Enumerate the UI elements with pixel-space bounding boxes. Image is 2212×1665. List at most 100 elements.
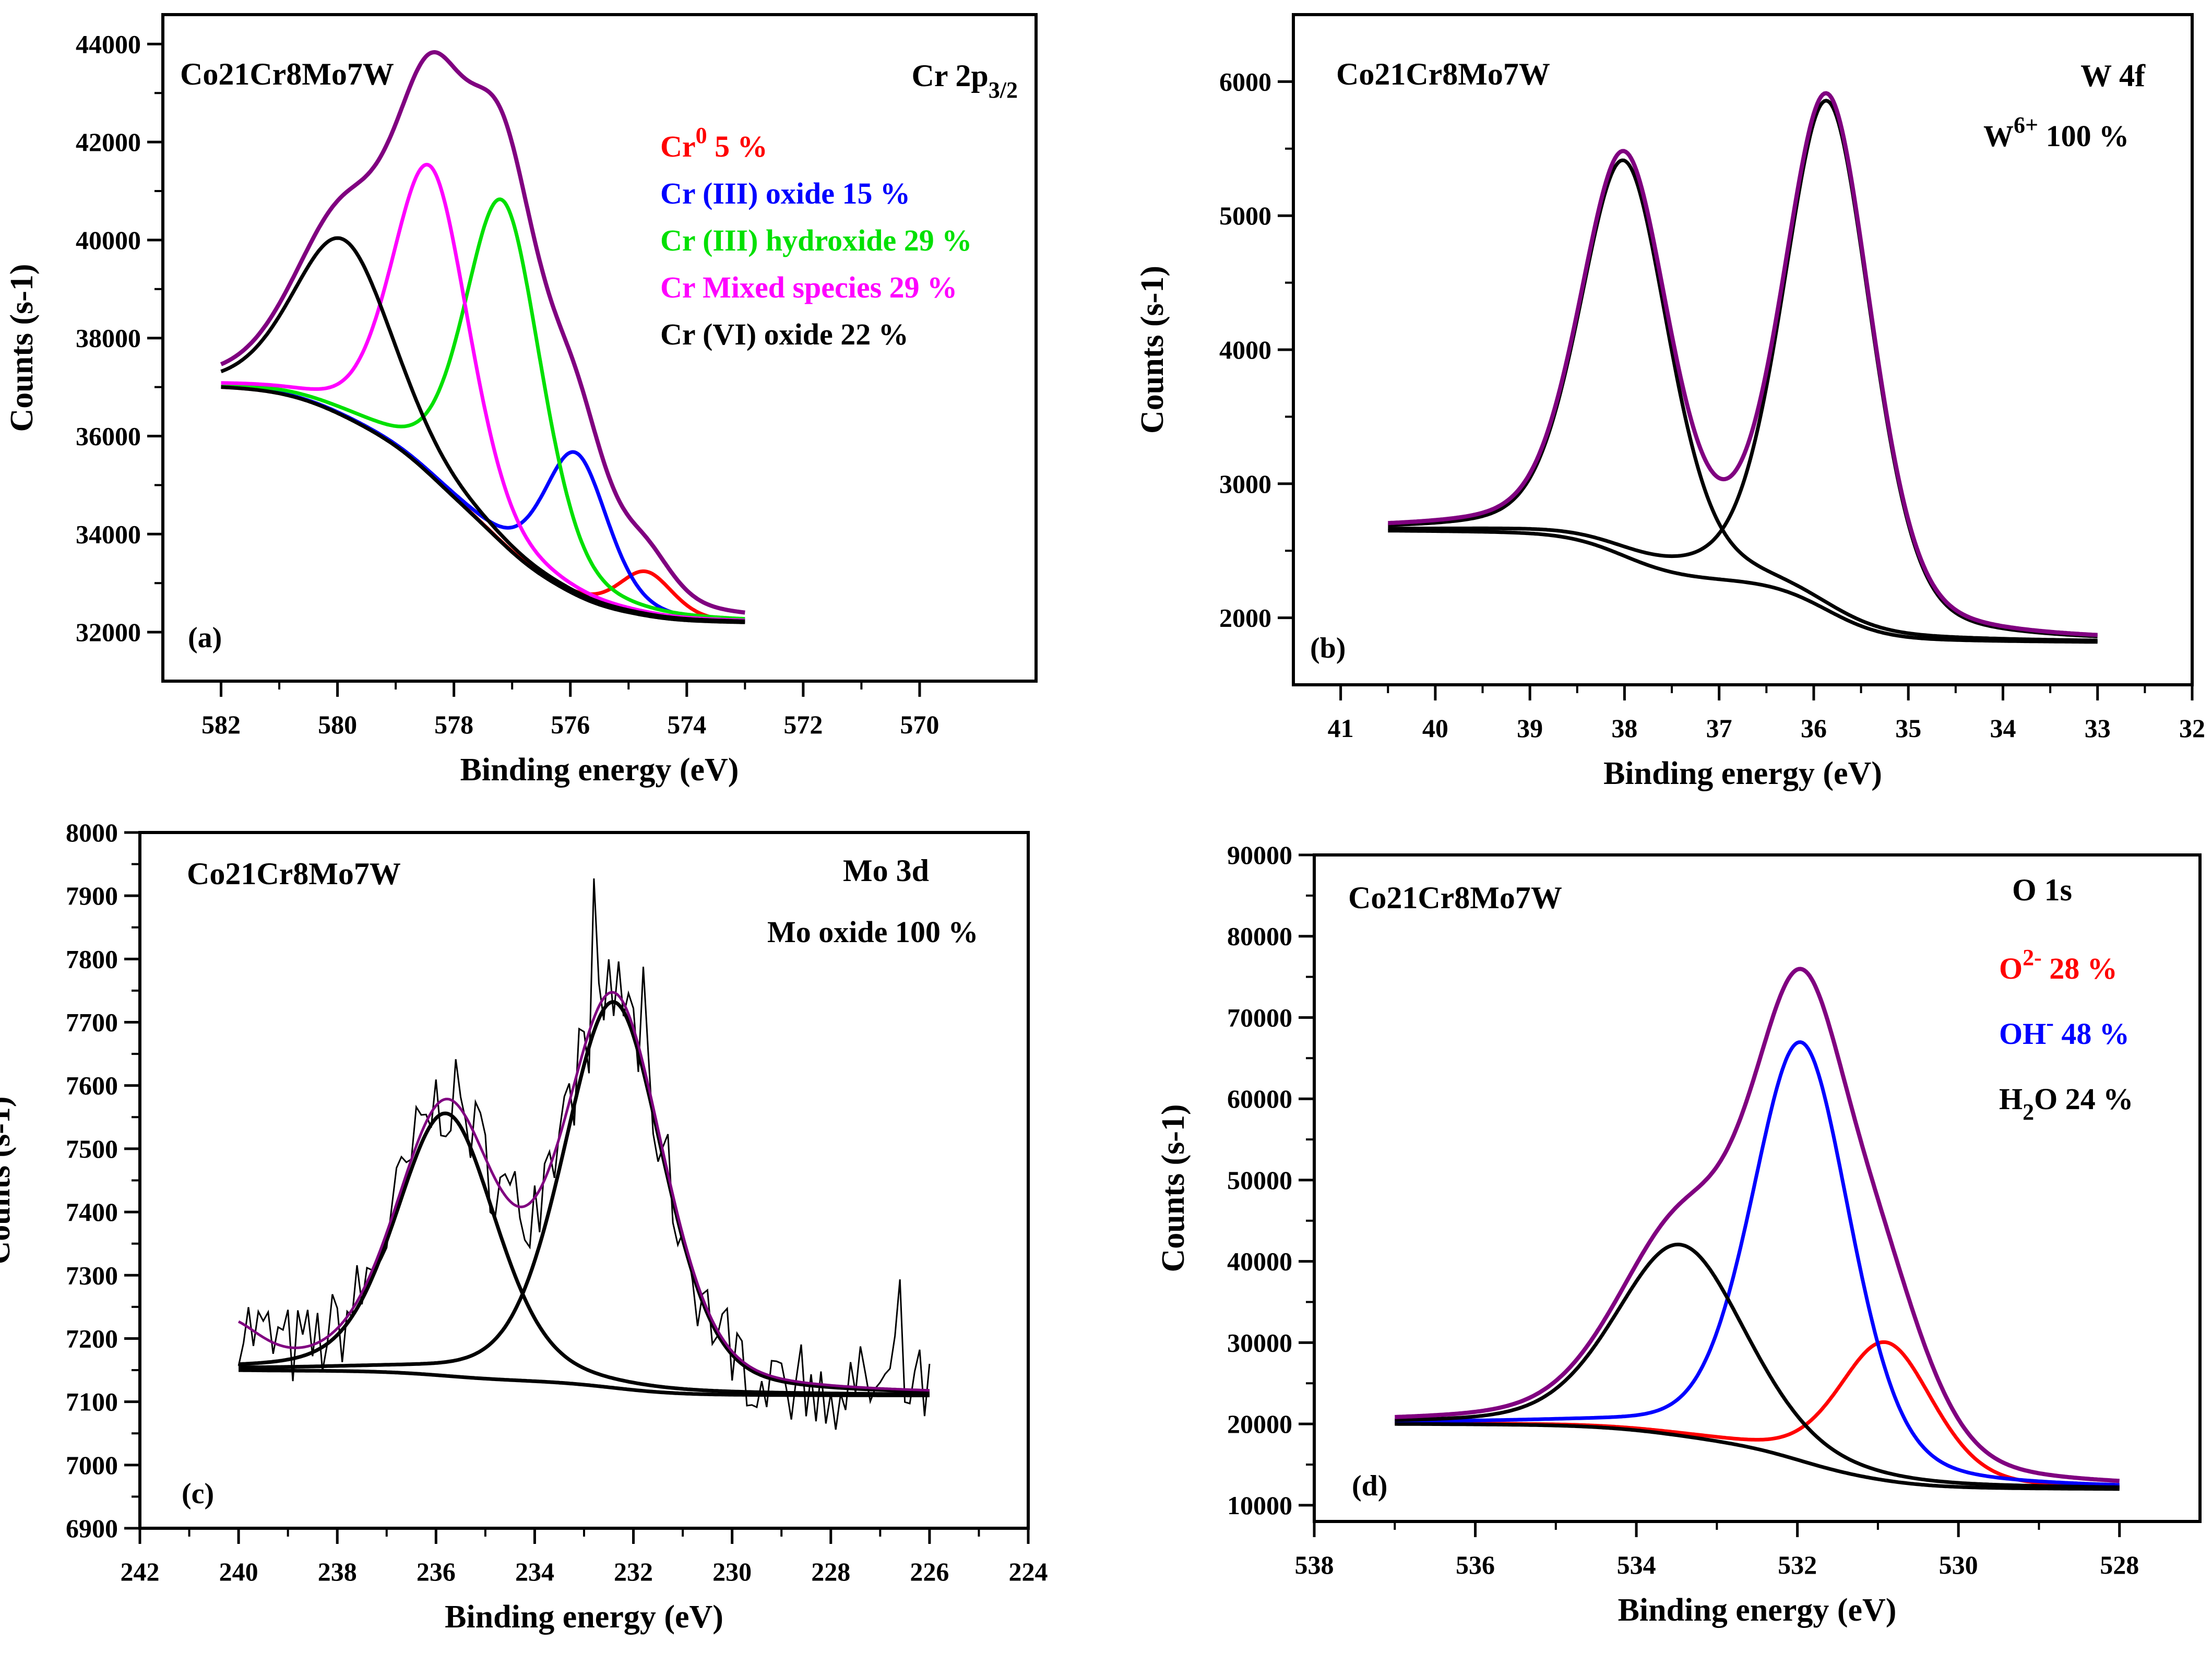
panel-label: (b) — [1310, 632, 1346, 664]
legend-prefix: OH — [1999, 1017, 2046, 1051]
legend-entry: Cr (III) hydroxide 29 % — [660, 223, 972, 257]
y-tick-label: 7400 — [66, 1197, 118, 1227]
x-axis-label: Binding energy (eV) — [460, 752, 739, 788]
x-tick-label: 240 — [219, 1557, 258, 1586]
y-tick-label: 90000 — [1227, 840, 1292, 870]
y-tick-label: 40000 — [1227, 1247, 1292, 1276]
x-tick-label: 226 — [910, 1557, 949, 1586]
y-tick-label: 7300 — [66, 1260, 118, 1290]
panel-label: (a) — [188, 622, 222, 654]
x-tick-label: 37 — [1706, 713, 1732, 743]
x-tick-label: 40 — [1422, 713, 1448, 743]
legend-entry: W6+ 100 % — [1983, 112, 2129, 153]
x-tick-label: 532 — [1778, 1550, 1817, 1579]
legend-superscript: 6+ — [2014, 112, 2038, 138]
x-tick-label: 232 — [614, 1557, 653, 1586]
legend-rest: 28 % — [2042, 952, 2118, 985]
legend-entry: Cr (III) oxide 15 % — [660, 176, 910, 210]
y-tick-label: 7000 — [66, 1450, 118, 1480]
legend-subscript: 2 — [2023, 1099, 2034, 1125]
x-tick-label: 32 — [2179, 713, 2205, 743]
legend-entry: H2O 24 % — [1999, 1082, 2133, 1125]
envelope-line — [237, 991, 930, 1392]
y-tick-label: 7100 — [66, 1387, 118, 1417]
x-tick-label: 224 — [1009, 1557, 1048, 1586]
panel-label: (c) — [182, 1478, 214, 1510]
component-peak-line — [1388, 158, 2098, 643]
x-tick-label: 576 — [551, 710, 590, 739]
component-peak-line — [1395, 1242, 2120, 1489]
x-tick-label: 230 — [712, 1557, 752, 1586]
y-tick-label: 38000 — [76, 324, 141, 353]
component-peak-line — [1395, 1040, 2120, 1487]
background-line — [238, 1368, 930, 1397]
y-tick-label: 50000 — [1227, 1166, 1292, 1195]
spectrum-title: Mo 3d — [843, 853, 929, 888]
y-axis-label: Counts (s-1) — [1156, 1104, 1191, 1272]
x-tick-label: 534 — [1617, 1550, 1656, 1579]
envelope-line — [1388, 91, 2098, 637]
sample-label: Co21Cr8Mo7W — [187, 857, 401, 891]
legend-prefix: Cr — [660, 129, 696, 163]
y-tick-label: 40000 — [76, 225, 141, 255]
y-tick-label: 7900 — [66, 881, 118, 910]
spectrum-title: Cr 2p3/2 — [912, 58, 1018, 103]
x-tick-label: 35 — [1895, 713, 1921, 743]
legend-entry: OH- 48 % — [1999, 1010, 2130, 1051]
chart-panel-4: 538 536 534 532 530 528 10000 20000 30000 40000 50… — [1156, 840, 2202, 1628]
spectrum-title-main: Cr 2p — [912, 58, 989, 93]
legend-prefix: Cr Mixed species 29 % — [660, 270, 957, 304]
y-tick-label: 30000 — [1227, 1328, 1292, 1357]
legend-prefix: Mo oxide 100 % — [767, 915, 978, 949]
y-tick-label: 8000 — [66, 818, 118, 847]
chart-panel-1: 582 580 578 576 574 572 570 32000 34000 36000 3800… — [4, 13, 1038, 788]
y-tick-label: 34000 — [76, 519, 141, 549]
x-axis-label: Binding energy (eV) — [1618, 1592, 1897, 1628]
x-tick-label: 538 — [1295, 1550, 1334, 1579]
background-line — [1395, 1422, 2120, 1491]
x-axis-label: Binding energy (eV) — [445, 1599, 723, 1635]
component-peak-line — [221, 385, 745, 623]
y-tick-label: 42000 — [76, 127, 141, 157]
x-tick-label: 582 — [201, 710, 241, 739]
plot-frame — [1292, 13, 2194, 686]
y-tick-label: 20000 — [1227, 1409, 1292, 1438]
y-axis-label: Counts (s-1) — [1135, 266, 1170, 434]
chart-panel-3: 242 240 238 236 234 232 230 228 226 224 6900 7000 71… — [0, 818, 1048, 1635]
y-tick-label: 32000 — [76, 617, 141, 647]
legend-prefix: Cr (VI) oxide 22 % — [660, 317, 909, 351]
spectrum-title: W 4f — [2080, 58, 2146, 93]
x-tick-label: 234 — [515, 1557, 554, 1586]
x-tick-label: 238 — [318, 1557, 357, 1586]
raw-data-line — [237, 878, 931, 1430]
y-tick-label: 70000 — [1227, 1003, 1292, 1032]
envelope-line — [1395, 967, 2120, 1483]
y-axis-label: Counts (s-1) — [0, 1096, 17, 1264]
x-tick-label: 536 — [1456, 1550, 1495, 1579]
x-tick-label: 580 — [318, 710, 357, 739]
y-tick-label: 5000 — [1219, 201, 1271, 230]
component-peak-line — [221, 197, 745, 621]
legend-entry: Cr Mixed species 29 % — [660, 270, 957, 304]
x-axis-label: Binding energy (eV) — [1603, 756, 1882, 791]
legend-entry: Mo oxide 100 % — [767, 915, 978, 949]
legend-entry: Cr (VI) oxide 22 % — [660, 317, 909, 351]
y-tick-label: 2000 — [1219, 603, 1271, 633]
spectrum-title: O 1s — [2012, 873, 2072, 907]
y-tick-label: 80000 — [1227, 922, 1292, 951]
x-tick-label: 578 — [434, 710, 473, 739]
y-tick-label: 36000 — [76, 422, 141, 451]
envelope-line — [220, 50, 745, 615]
sample-label: Co21Cr8Mo7W — [180, 57, 394, 91]
legend-superscript: 0 — [696, 123, 707, 148]
y-tick-label: 44000 — [76, 29, 141, 58]
y-tick-label: 6000 — [1219, 67, 1271, 96]
legend-superscript: 2- — [2023, 945, 2042, 970]
x-tick-label: 228 — [811, 1557, 850, 1586]
y-tick-label: 7700 — [66, 1008, 118, 1037]
component-peak-line — [1388, 99, 2098, 638]
x-tick-label: 33 — [2085, 713, 2111, 743]
legend-prefix: H — [1999, 1082, 2023, 1116]
component-peak-line — [238, 1000, 930, 1394]
background-line — [221, 385, 745, 624]
